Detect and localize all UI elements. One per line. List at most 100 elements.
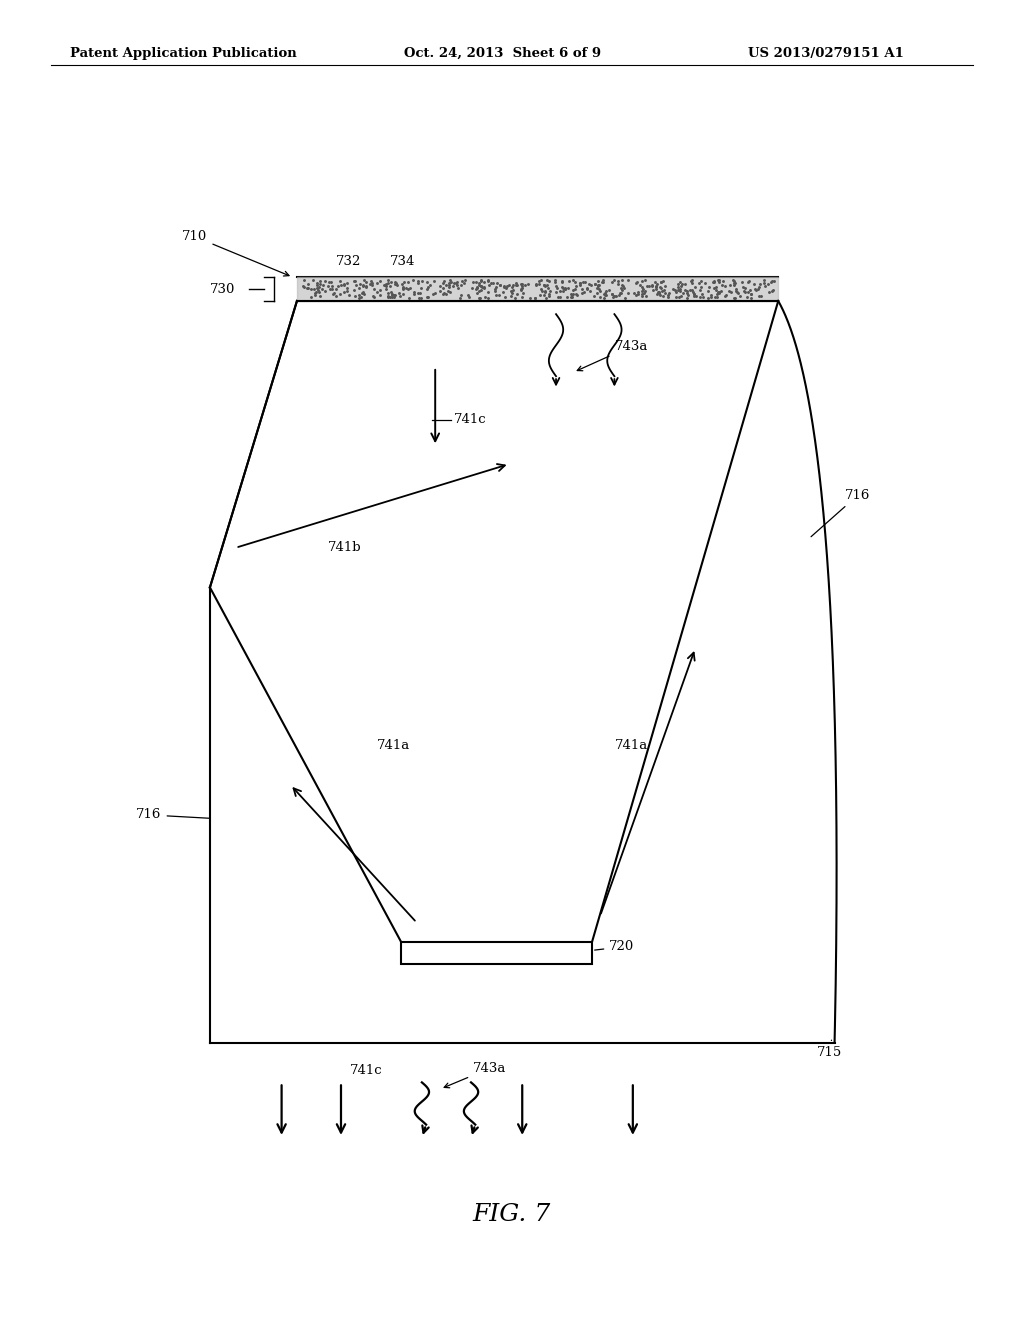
Point xyxy=(595,271,611,292)
Point xyxy=(473,271,489,292)
Point xyxy=(519,273,536,294)
Point xyxy=(316,281,333,302)
Point xyxy=(492,275,508,296)
Point xyxy=(348,275,365,296)
Point xyxy=(752,273,768,294)
Point xyxy=(496,276,512,297)
Point xyxy=(443,272,460,293)
Point xyxy=(498,277,514,298)
Point xyxy=(557,279,573,300)
Point xyxy=(492,284,508,305)
Point xyxy=(718,285,734,306)
Point xyxy=(468,279,484,300)
Point xyxy=(737,281,754,302)
Point xyxy=(572,272,589,293)
Point xyxy=(741,271,758,292)
Point xyxy=(480,269,497,290)
Point xyxy=(605,285,622,306)
Point xyxy=(604,272,621,293)
Point xyxy=(634,285,650,306)
Point xyxy=(707,271,723,292)
Point xyxy=(757,269,773,290)
Point xyxy=(596,288,612,309)
Point xyxy=(351,277,368,298)
Point xyxy=(630,284,646,305)
Point xyxy=(336,275,352,296)
Point xyxy=(513,280,529,301)
Point xyxy=(707,277,723,298)
Point xyxy=(383,281,399,302)
Point xyxy=(590,271,606,292)
Point xyxy=(440,277,457,298)
Point xyxy=(727,286,743,308)
Point xyxy=(601,279,617,300)
Point xyxy=(302,279,318,300)
Text: 741b: 741b xyxy=(328,541,361,554)
Point xyxy=(316,271,333,292)
Point xyxy=(592,280,608,301)
Point xyxy=(355,275,372,296)
Point xyxy=(539,269,555,290)
Point xyxy=(503,281,519,302)
Point xyxy=(693,284,710,305)
Point xyxy=(583,275,599,296)
Point xyxy=(726,272,742,293)
Point xyxy=(332,271,348,292)
Point xyxy=(577,271,593,292)
Point xyxy=(552,281,568,302)
Point xyxy=(370,272,386,293)
Point xyxy=(632,275,648,296)
Point xyxy=(309,279,326,300)
Point xyxy=(487,276,504,297)
Point xyxy=(479,282,496,304)
Point xyxy=(700,280,717,301)
Point xyxy=(380,286,396,308)
Point xyxy=(723,282,739,304)
Point xyxy=(673,279,689,300)
Point xyxy=(692,276,709,297)
Point xyxy=(650,281,667,302)
Point xyxy=(513,273,529,294)
Point xyxy=(565,269,582,290)
Point xyxy=(346,271,362,292)
Point xyxy=(402,277,419,298)
Point xyxy=(398,277,415,298)
Point xyxy=(476,276,493,297)
Point xyxy=(582,273,598,294)
Point xyxy=(476,277,493,298)
Point xyxy=(336,281,352,302)
Point xyxy=(701,276,718,297)
Point xyxy=(453,284,469,305)
Point xyxy=(667,280,683,301)
Point xyxy=(469,276,485,297)
Point xyxy=(356,284,373,305)
Point xyxy=(613,277,630,298)
Point xyxy=(613,280,630,301)
Point xyxy=(461,286,477,308)
Point xyxy=(515,282,531,304)
Point xyxy=(315,275,332,296)
Text: 732: 732 xyxy=(336,255,360,268)
Point xyxy=(531,284,548,305)
Point xyxy=(626,282,642,304)
Text: FIG. 7: FIG. 7 xyxy=(473,1203,551,1226)
Point xyxy=(561,271,578,292)
Point xyxy=(648,276,665,297)
Point xyxy=(497,286,513,308)
Point xyxy=(725,269,741,290)
Point xyxy=(692,286,709,308)
Point xyxy=(677,280,693,301)
Point xyxy=(697,272,714,293)
Point xyxy=(442,281,459,302)
Point xyxy=(300,277,316,298)
Point xyxy=(382,275,398,296)
Point xyxy=(575,281,592,302)
Point xyxy=(553,271,569,292)
Point xyxy=(389,275,406,296)
Point xyxy=(295,269,311,290)
Point xyxy=(472,269,488,290)
Point xyxy=(309,272,326,293)
Point xyxy=(674,273,690,294)
Point xyxy=(651,282,668,304)
Point xyxy=(372,284,388,305)
